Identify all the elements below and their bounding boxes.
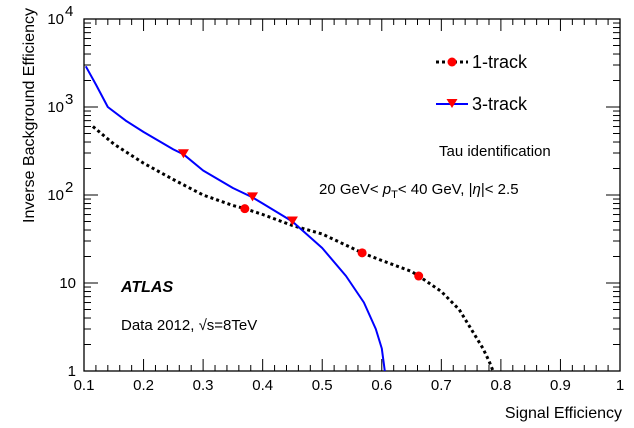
x-tick-label: 1 <box>616 377 624 394</box>
x-axis-title: Signal Efficiency <box>505 405 622 422</box>
y-tick-label: 1 <box>68 363 76 380</box>
y-tick-label: 10 <box>59 275 76 292</box>
annotation-atlas: ATLAS <box>120 279 173 296</box>
x-tick-label: 0.1 <box>74 377 95 394</box>
series-line-3-track <box>84 65 386 372</box>
cut-p: p <box>382 181 391 198</box>
cut-eta: η <box>473 181 481 198</box>
cut-sub: T <box>391 189 398 201</box>
y-tick-label: 10 <box>47 11 64 28</box>
data-point-3-track <box>286 216 298 226</box>
x-tick-label: 0.5 <box>312 377 333 394</box>
y-tick-exponent: 4 <box>65 3 73 20</box>
legend-label-1-track: 1-track <box>472 52 528 72</box>
y-tick-label: 10 <box>47 187 64 204</box>
data-s: s=8TeV <box>207 317 257 334</box>
x-tick-label: 0.4 <box>252 377 273 394</box>
data-point-1-track <box>414 271 424 281</box>
legend-marker-1-track <box>447 57 457 67</box>
data-point-3-track <box>247 192 259 202</box>
legend: 1-track 3-track <box>436 52 528 114</box>
data-point-1-track <box>240 204 250 214</box>
annotation-data-2012: Data 2012, √s=8TeV <box>121 317 257 334</box>
data-point-3-track <box>177 149 189 159</box>
y-tick-label: 10 <box>47 99 64 116</box>
legend-entry-3-track: 3-track <box>436 94 528 114</box>
data-sqrt: √ <box>199 317 208 334</box>
legend-marker-3-track <box>446 99 458 108</box>
x-tick-label: 0.8 <box>490 377 511 394</box>
annotation-kinematic-cut: 20 GeV< pT< 40 GeV, |η|< 2.5 <box>319 181 519 201</box>
y-tick-exponent: 3 <box>65 91 73 108</box>
x-tick-label: 0.3 <box>193 377 214 394</box>
series-layer <box>84 65 495 372</box>
series-line-1-track <box>91 125 495 372</box>
cut-prefix: 20 GeV< <box>319 181 383 198</box>
annotation-tau-identification: Tau identification <box>439 143 551 160</box>
data-prefix: Data 2012, <box>121 317 199 334</box>
x-tick-label: 0.9 <box>550 377 571 394</box>
cut-suffix: < 40 GeV, | <box>398 181 473 198</box>
cut-end: |< 2.5 <box>481 181 519 198</box>
legend-label-3-track: 3-track <box>472 94 528 114</box>
x-tick-label: 0.7 <box>431 377 452 394</box>
data-point-1-track <box>357 248 367 258</box>
x-tick-label: 0.2 <box>133 377 154 394</box>
y-tick-exponent: 2 <box>65 179 73 196</box>
legend-entry-1-track: 1-track <box>436 52 528 72</box>
x-tick-label: 0.6 <box>371 377 392 394</box>
y-axis-title: Inverse Background Efficiency <box>21 8 38 223</box>
